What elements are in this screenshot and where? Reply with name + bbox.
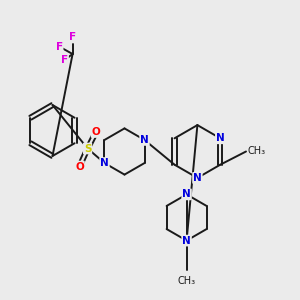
Text: N: N bbox=[182, 236, 191, 246]
Text: N: N bbox=[216, 133, 225, 143]
Text: F: F bbox=[69, 32, 76, 43]
Text: S: S bbox=[84, 143, 91, 154]
Text: N: N bbox=[182, 189, 191, 200]
Text: CH₃: CH₃ bbox=[178, 276, 196, 286]
Text: N: N bbox=[140, 135, 149, 145]
Text: O: O bbox=[92, 127, 100, 137]
Text: F: F bbox=[56, 41, 63, 52]
Text: O: O bbox=[75, 161, 84, 172]
Text: F: F bbox=[61, 55, 68, 65]
Text: N: N bbox=[193, 173, 202, 183]
Text: N: N bbox=[100, 158, 109, 168]
Text: CH₃: CH₃ bbox=[248, 146, 266, 157]
